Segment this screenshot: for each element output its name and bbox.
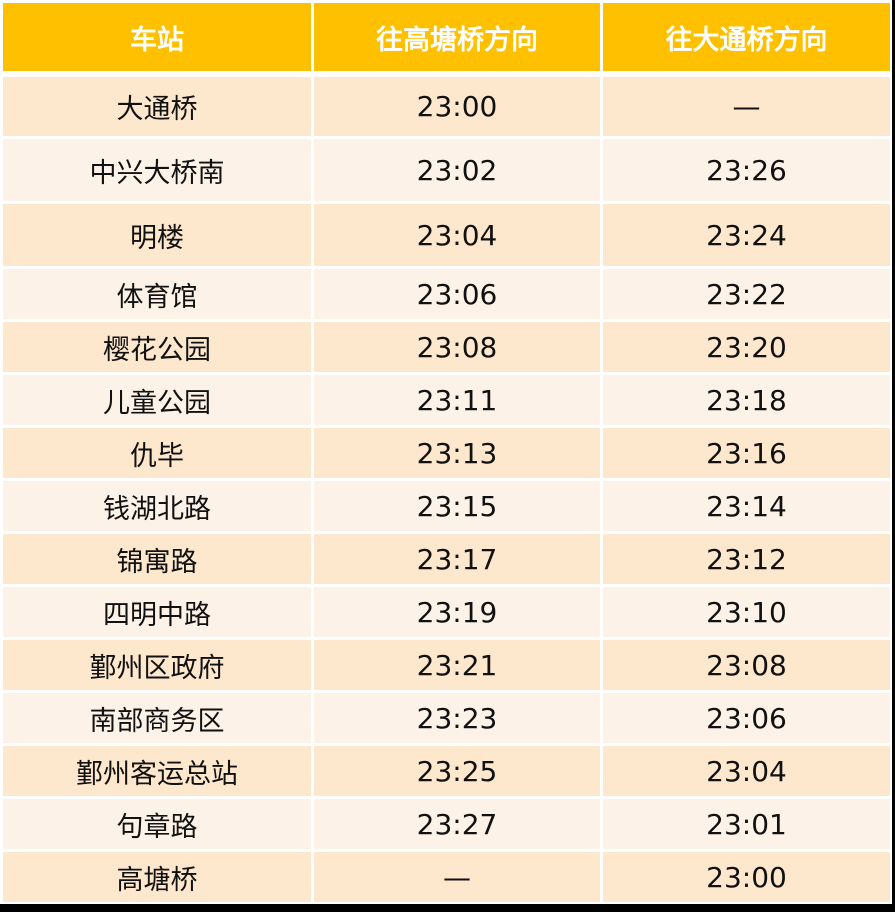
table-row: 明楼 23:04 23:24	[3, 204, 890, 266]
station-name: 锦寓路	[3, 534, 311, 584]
table-header-row: 车站 往高塘桥方向 往大通桥方向	[3, 3, 890, 71]
table-row: 南部商务区 23:23 23:06	[3, 693, 890, 743]
station-name: 樱花公园	[3, 322, 311, 372]
time-to-gaotangqiao: 23:11	[314, 375, 600, 425]
station-name: 句章路	[3, 799, 311, 849]
time-to-gaotangqiao: 23:23	[314, 693, 600, 743]
station-name: 大通桥	[3, 77, 311, 136]
header-station: 车站	[3, 3, 311, 71]
time-to-datongqiao: 23:08	[603, 640, 890, 690]
header-to-datongqiao: 往大通桥方向	[603, 3, 890, 71]
table-row: 大通桥 23:00 —	[3, 77, 890, 136]
time-to-datongqiao: 23:04	[603, 746, 890, 796]
station-name: 明楼	[3, 204, 311, 266]
time-to-datongqiao: 23:06	[603, 693, 890, 743]
last-train-timetable: 车站 往高塘桥方向 往大通桥方向 大通桥 23:00 — 中兴大桥南 23:02…	[3, 3, 890, 905]
time-to-gaotangqiao: —	[314, 852, 600, 902]
table-row: 樱花公园 23:08 23:20	[3, 322, 890, 372]
station-name: 高塘桥	[3, 852, 311, 902]
table-row: 锦寓路 23:17 23:12	[3, 534, 890, 584]
station-name: 中兴大桥南	[3, 139, 311, 201]
time-to-gaotangqiao: 23:08	[314, 322, 600, 372]
time-to-datongqiao: 23:16	[603, 428, 890, 478]
time-to-gaotangqiao: 23:17	[314, 534, 600, 584]
table-row: 鄞州客运总站 23:25 23:04	[3, 746, 890, 796]
time-to-gaotangqiao: 23:15	[314, 481, 600, 531]
station-name: 体育馆	[3, 269, 311, 319]
table-row: 鄞州区政府 23:21 23:08	[3, 640, 890, 690]
station-name: 仇毕	[3, 428, 311, 478]
station-name: 钱湖北路	[3, 481, 311, 531]
time-to-datongqiao: 23:14	[603, 481, 890, 531]
time-to-gaotangqiao: 23:25	[314, 746, 600, 796]
time-to-datongqiao: 23:20	[603, 322, 890, 372]
time-to-gaotangqiao: 23:04	[314, 204, 600, 266]
station-name: 儿童公园	[3, 375, 311, 425]
table-row: 高塘桥 — 23:00	[3, 852, 890, 902]
time-to-datongqiao: 23:12	[603, 534, 890, 584]
time-to-datongqiao: 23:24	[603, 204, 890, 266]
time-to-gaotangqiao: 23:00	[314, 77, 600, 136]
time-to-datongqiao: 23:00	[603, 852, 890, 902]
station-name: 四明中路	[3, 587, 311, 637]
station-name: 鄞州客运总站	[3, 746, 311, 796]
time-to-gaotangqiao: 23:06	[314, 269, 600, 319]
table-row: 钱湖北路 23:15 23:14	[3, 481, 890, 531]
table-row: 体育馆 23:06 23:22	[3, 269, 890, 319]
time-to-datongqiao: 23:22	[603, 269, 890, 319]
time-to-datongqiao: 23:10	[603, 587, 890, 637]
station-name: 鄞州区政府	[3, 640, 311, 690]
time-to-datongqiao: 23:18	[603, 375, 890, 425]
time-to-gaotangqiao: 23:21	[314, 640, 600, 690]
table-row: 四明中路 23:19 23:10	[3, 587, 890, 637]
table-row: 仇毕 23:13 23:16	[3, 428, 890, 478]
header-to-gaotangqiao: 往高塘桥方向	[314, 3, 600, 71]
time-to-gaotangqiao: 23:19	[314, 587, 600, 637]
time-to-datongqiao: 23:01	[603, 799, 890, 849]
time-to-gaotangqiao: 23:02	[314, 139, 600, 201]
time-to-datongqiao: —	[603, 77, 890, 136]
table-row: 句章路 23:27 23:01	[3, 799, 890, 849]
time-to-gaotangqiao: 23:27	[314, 799, 600, 849]
station-name: 南部商务区	[3, 693, 311, 743]
time-to-datongqiao: 23:26	[603, 139, 890, 201]
table-row: 中兴大桥南 23:02 23:26	[3, 139, 890, 201]
table-row: 儿童公园 23:11 23:18	[3, 375, 890, 425]
time-to-gaotangqiao: 23:13	[314, 428, 600, 478]
